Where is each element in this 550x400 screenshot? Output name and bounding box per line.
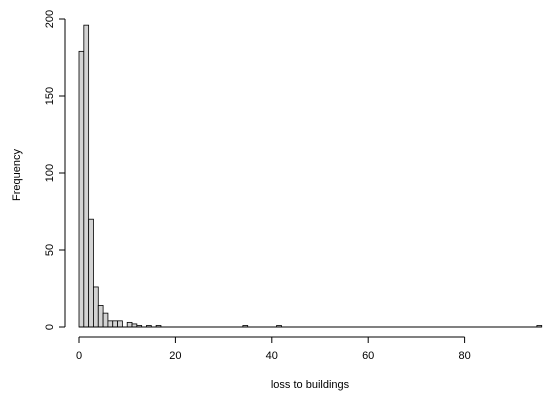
y-tick-label: 100 [44, 164, 56, 182]
x-tick-label: 40 [266, 350, 278, 362]
y-tick-label: 150 [44, 87, 56, 105]
histogram-bar [107, 320, 114, 328]
x-tick-label: 20 [169, 350, 181, 362]
histogram-bar [117, 320, 123, 328]
histogram-bar [83, 24, 90, 328]
histogram-bar [97, 305, 104, 328]
x-axis-label: loss to buildings [271, 379, 350, 391]
histogram-bar [112, 320, 118, 328]
histogram-bar [102, 312, 109, 328]
histogram-bars [78, 24, 543, 328]
x-tick-label: 60 [362, 350, 374, 362]
y-tick-label: 50 [44, 244, 56, 256]
y-tick-label: 200 [44, 10, 56, 28]
histogram-bar [78, 50, 85, 328]
y-tick-label: 0 [44, 324, 56, 330]
y-axis: 0 50 100 150 200 [44, 10, 66, 330]
x-tick-label: 80 [458, 350, 470, 362]
y-axis-label: Frequency [11, 149, 23, 201]
histogram-bar [93, 286, 99, 328]
x-axis: 0 20 40 60 80 [76, 336, 471, 362]
x-tick-label: 0 [76, 350, 82, 362]
histogram-bar [126, 321, 133, 328]
histogram-bar [88, 218, 94, 328]
